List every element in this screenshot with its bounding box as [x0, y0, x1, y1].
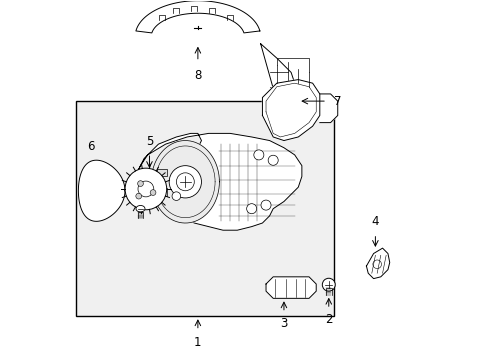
Text: 8: 8: [194, 69, 201, 82]
Bar: [76, 101, 333, 316]
Polygon shape: [262, 80, 319, 140]
Polygon shape: [366, 248, 389, 279]
Text: 2: 2: [325, 314, 332, 327]
Text: 4: 4: [371, 215, 378, 228]
Polygon shape: [319, 94, 337, 123]
Circle shape: [125, 168, 166, 210]
Polygon shape: [151, 140, 219, 223]
Ellipse shape: [136, 206, 144, 212]
Circle shape: [246, 204, 256, 214]
Polygon shape: [137, 134, 301, 230]
Circle shape: [136, 193, 142, 199]
Text: 7: 7: [333, 95, 341, 108]
Polygon shape: [260, 44, 294, 101]
Polygon shape: [265, 277, 316, 298]
Circle shape: [322, 278, 335, 291]
Circle shape: [267, 155, 278, 165]
Circle shape: [150, 190, 156, 195]
Polygon shape: [136, 1, 259, 33]
Circle shape: [169, 166, 201, 198]
Circle shape: [137, 181, 143, 186]
Text: 1: 1: [194, 336, 201, 349]
Polygon shape: [78, 160, 125, 221]
Text: 5: 5: [145, 135, 153, 148]
Bar: [156, 188, 167, 196]
Text: 6: 6: [87, 140, 95, 153]
Bar: [156, 168, 167, 176]
Circle shape: [261, 200, 270, 210]
Text: 3: 3: [280, 317, 287, 330]
Circle shape: [253, 150, 264, 160]
Circle shape: [172, 192, 180, 201]
